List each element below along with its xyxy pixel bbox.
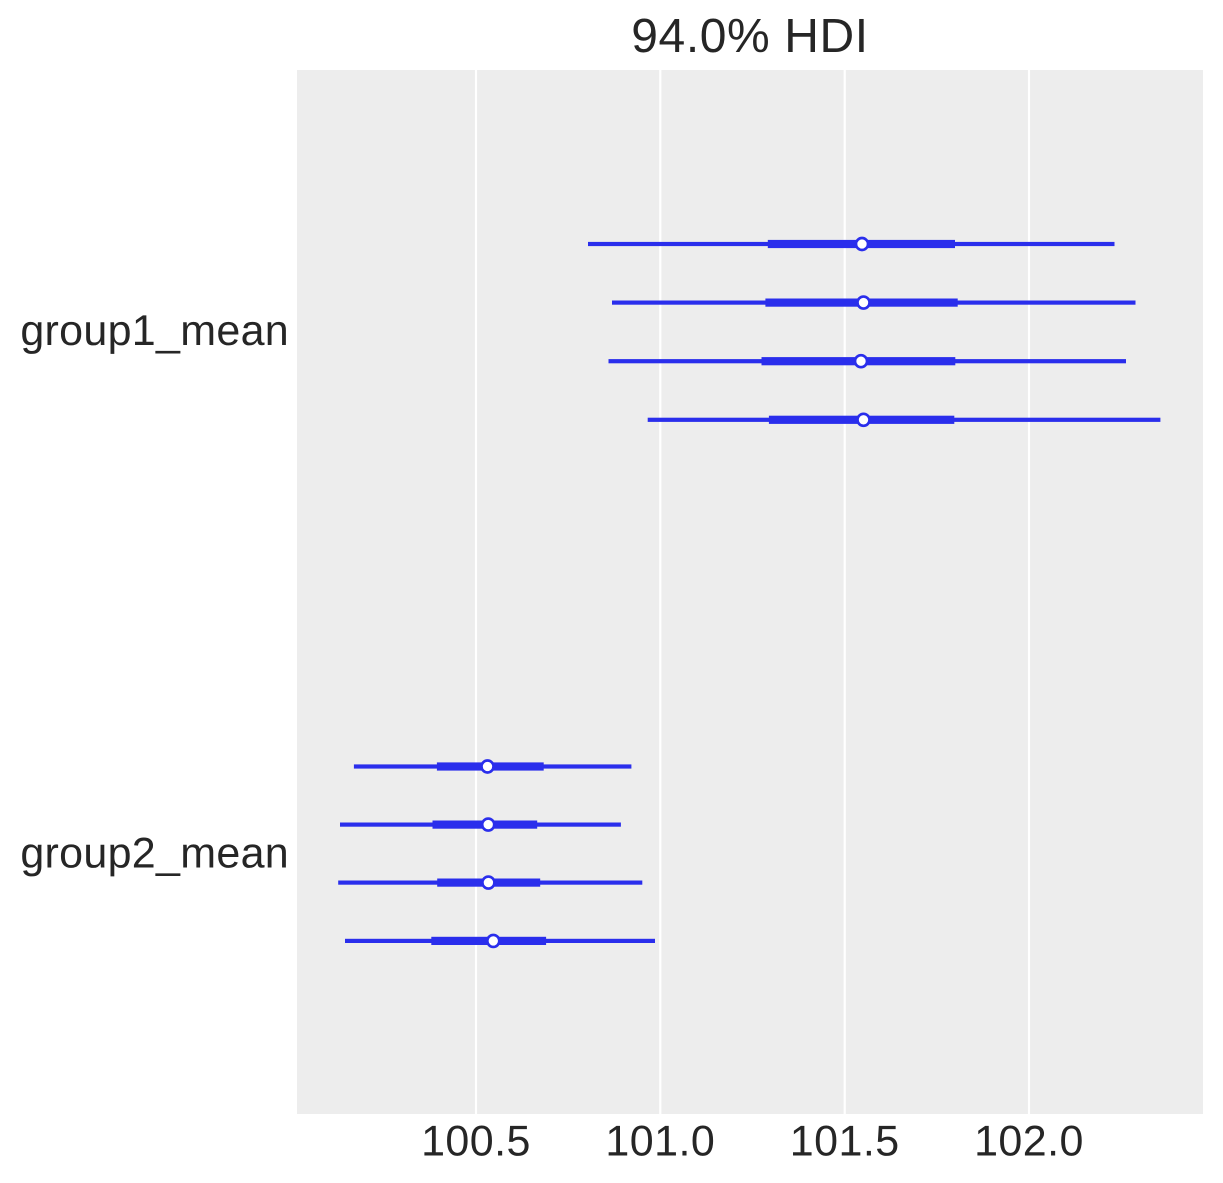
svg-text:94.0% HDI: 94.0% HDI [631,10,869,63]
svg-text:group1_mean: group1_mean [20,307,289,355]
svg-text:101.0: 101.0 [605,1117,715,1165]
svg-text:100.5: 100.5 [421,1117,531,1165]
svg-text:101.5: 101.5 [790,1117,900,1165]
svg-text:group2_mean: group2_mean [20,829,289,877]
svg-text:102.0: 102.0 [974,1117,1084,1165]
